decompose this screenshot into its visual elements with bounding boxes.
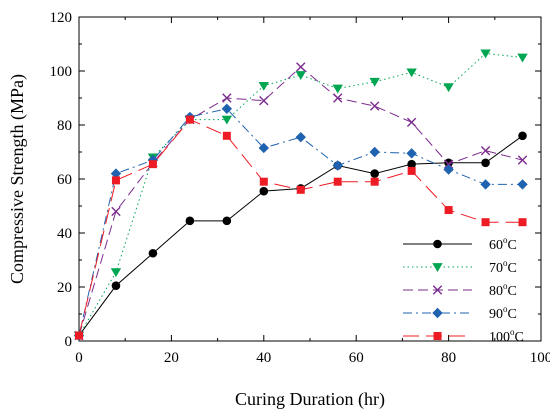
- data-point: [480, 179, 491, 190]
- legend-label: 70oC: [489, 258, 517, 276]
- y-tick-label: 40: [57, 226, 72, 242]
- data-point: [259, 177, 268, 186]
- y-tick-label: 80: [57, 118, 72, 134]
- data-point: [259, 186, 269, 196]
- data-point: [518, 131, 527, 141]
- legend: 60oC 70oC 80oC 90oC 100oC: [403, 235, 524, 345]
- series-line: [78, 118, 523, 336]
- data-point: [110, 168, 122, 179]
- legend-item: 60oC: [403, 235, 517, 253]
- data-point: [517, 179, 528, 190]
- data-point: [185, 115, 194, 124]
- series-90: [73, 103, 528, 341]
- legend-marker: [432, 307, 443, 319]
- y-tick-label: 60: [57, 172, 72, 188]
- data-point: [443, 159, 454, 169]
- x-tick-label: 0: [75, 350, 83, 366]
- x-tick-label: 60: [349, 350, 364, 366]
- data-point: [407, 166, 416, 175]
- data-point: [369, 77, 380, 87]
- axis-ticks: 0 20 40 60 80 100 0 20 40 60 80 100 120: [50, 10, 550, 366]
- data-point: [222, 93, 232, 103]
- data-point: [481, 218, 490, 227]
- data-point: [407, 159, 416, 169]
- legend-item: 70oC: [403, 258, 517, 276]
- data-point: [258, 81, 269, 91]
- y-tick-label: 20: [57, 280, 72, 296]
- series-line: [78, 108, 523, 336]
- data-point: [480, 145, 491, 156]
- x-tick-label: 80: [441, 350, 456, 366]
- legend-item: 80oC: [403, 281, 517, 299]
- series-line: [78, 52, 523, 336]
- data-point: [333, 93, 343, 103]
- data-point: [185, 216, 195, 226]
- data-point: [481, 158, 490, 168]
- data-point: [517, 53, 528, 63]
- data-point: [295, 131, 306, 143]
- x-tick-label: 20: [164, 350, 179, 366]
- data-point: [518, 218, 527, 227]
- legend-label: 80oC: [489, 281, 517, 299]
- data-point: [369, 101, 380, 111]
- legend-item: 100oC: [403, 327, 524, 345]
- data-point: [75, 331, 83, 340]
- series-line: [78, 66, 523, 336]
- data-point: [332, 84, 343, 94]
- legend-marker: [433, 239, 442, 249]
- x-tick-label: 40: [256, 350, 271, 366]
- legend-label: 100oC: [489, 327, 524, 345]
- data-point: [258, 142, 269, 154]
- data-point: [333, 177, 342, 186]
- data-point: [148, 248, 158, 258]
- y-axis-title: Compressive Strength (MPa): [7, 74, 28, 284]
- data-point: [444, 206, 453, 215]
- data-point: [296, 185, 305, 194]
- data-point: [332, 160, 343, 171]
- data-point: [111, 176, 120, 185]
- data-point: [221, 115, 233, 125]
- data-point: [111, 206, 121, 217]
- legend-marker: [432, 263, 443, 272]
- series-line: [78, 135, 523, 336]
- data-point: [111, 281, 121, 290]
- data-point: [443, 83, 454, 93]
- data-point: [369, 146, 380, 158]
- data-point: [295, 71, 306, 80]
- legend-label: 90oC: [489, 304, 517, 322]
- y-tick-label: 100: [50, 64, 73, 80]
- legend-marker: [432, 285, 443, 295]
- data-point: [517, 155, 528, 165]
- legend-label: 60oC: [489, 235, 517, 253]
- data-point: [406, 117, 417, 127]
- legend-item: 90oC: [403, 304, 517, 322]
- x-tick-label: 100: [530, 350, 550, 366]
- data-point: [259, 96, 269, 106]
- data-point: [406, 68, 417, 78]
- data-point: [296, 62, 306, 72]
- data-point: [370, 177, 379, 186]
- data-point: [370, 169, 379, 178]
- x-axis-title: Curing Duration (hr): [235, 389, 385, 410]
- series-100: [75, 115, 527, 340]
- series-80: [74, 62, 528, 341]
- data-point: [222, 131, 231, 140]
- data-point: [443, 164, 454, 175]
- data-point: [110, 268, 122, 278]
- y-tick-label: 0: [65, 334, 73, 350]
- data-point: [222, 216, 232, 226]
- data-point: [444, 158, 453, 168]
- series-70: [73, 49, 528, 341]
- y-tick-label: 120: [50, 10, 73, 26]
- data-point: [406, 148, 417, 159]
- data-point: [221, 103, 233, 114]
- series-60: [74, 131, 527, 340]
- legend-marker: [433, 332, 442, 340]
- data-point: [480, 49, 491, 59]
- data-point: [148, 160, 157, 169]
- series-layer: [73, 49, 528, 341]
